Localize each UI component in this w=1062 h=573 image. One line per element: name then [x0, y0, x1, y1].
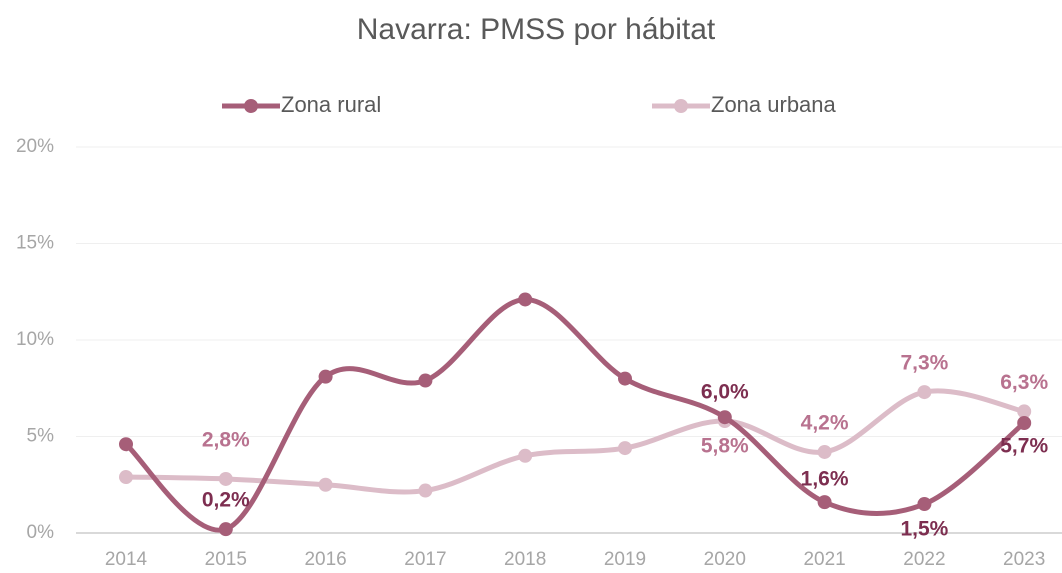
data-label: 2,8% [202, 429, 250, 452]
data-label: 5,7% [1000, 435, 1048, 458]
legend-label: Zona urbana [711, 92, 837, 117]
x-tick-label: 2018 [504, 549, 546, 570]
data-point [518, 292, 533, 307]
legend-label: Zona rural [281, 92, 381, 117]
data-point [218, 471, 233, 486]
data-label: 1,5% [900, 518, 948, 541]
data-label: 1,6% [801, 468, 849, 491]
data-point [218, 522, 233, 537]
data-label: 7,3% [900, 352, 948, 375]
y-tick-label: 5% [27, 426, 55, 447]
data-point [817, 495, 832, 510]
data-point [1017, 415, 1032, 430]
data-point [318, 369, 333, 384]
data-point [618, 441, 632, 456]
data-point [418, 373, 433, 388]
x-tick-label: 2020 [704, 549, 746, 570]
y-tick-label: 20% [16, 136, 54, 157]
x-tick-label: 2017 [404, 549, 446, 570]
data-point [518, 448, 533, 463]
data-label: 4,2% [801, 411, 849, 434]
series-line [123, 388, 1027, 495]
x-tick-label: 2019 [604, 549, 646, 570]
x-tick-label: 2014 [105, 549, 148, 570]
data-point [618, 371, 632, 386]
x-tick-label: 2023 [1003, 549, 1045, 570]
legend-marker [674, 99, 688, 113]
x-tick-label: 2015 [205, 549, 247, 570]
data-point [1017, 404, 1032, 419]
data-point [917, 497, 932, 512]
y-tick-label: 15% [16, 233, 54, 254]
data-point [418, 483, 433, 498]
data-label: 6,0% [701, 381, 749, 404]
data-point [119, 437, 133, 452]
legend-marker [244, 99, 258, 113]
x-tick-label: 2022 [903, 549, 945, 570]
data-point [917, 385, 932, 400]
x-tick-label: 2016 [304, 549, 346, 570]
x-tick-label: 2021 [803, 549, 845, 570]
y-tick-label: 10% [16, 329, 54, 350]
data-point [717, 410, 732, 425]
data-label: 6,3% [1000, 371, 1048, 394]
series-line [123, 296, 1027, 533]
data-label: 0,2% [202, 489, 250, 512]
y-tick-label: 0% [27, 522, 55, 543]
data-point [318, 477, 333, 492]
data-label: 5,8% [701, 435, 749, 458]
data-point [817, 444, 832, 459]
chart-title: Navarra: PMSS por hábitat [357, 13, 716, 46]
data-point [119, 470, 133, 485]
